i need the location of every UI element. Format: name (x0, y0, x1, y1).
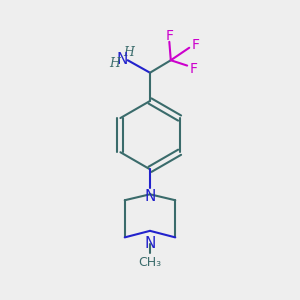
Text: CH₃: CH₃ (138, 256, 162, 269)
Text: N: N (117, 52, 128, 67)
Text: H: H (109, 57, 120, 70)
Text: N: N (144, 189, 156, 204)
Text: N: N (144, 236, 156, 251)
Text: F: F (165, 29, 173, 43)
Text: H: H (124, 46, 134, 59)
Text: F: F (190, 62, 198, 76)
Text: F: F (192, 38, 200, 52)
